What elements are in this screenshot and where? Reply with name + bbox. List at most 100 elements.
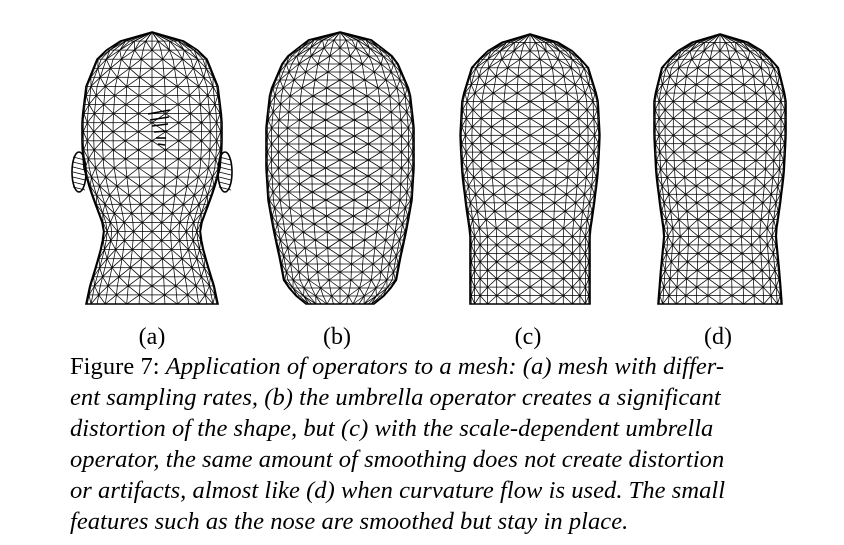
mesh-edge <box>113 167 128 178</box>
mesh-edge <box>117 67 130 78</box>
mesh-edge <box>407 167 413 177</box>
mesh-edge <box>465 151 474 161</box>
mesh-edge <box>539 59 542 68</box>
mesh-edge <box>174 68 177 78</box>
mesh-edge <box>461 126 466 136</box>
mesh-edge <box>147 109 171 115</box>
mesh-edge <box>481 59 489 69</box>
mesh-edge <box>129 59 132 69</box>
mesh-edge <box>516 101 531 111</box>
mesh-edge <box>127 186 130 196</box>
mesh-edge <box>563 219 565 229</box>
mesh-edge <box>385 231 396 241</box>
mesh-edge <box>325 135 341 145</box>
mesh-edge <box>289 207 302 217</box>
mesh-edge <box>491 126 504 136</box>
mesh-edge <box>325 95 341 105</box>
mesh-edge <box>513 42 520 52</box>
mesh-edge <box>572 286 581 296</box>
mesh-edge <box>88 104 95 114</box>
mesh-edge <box>306 263 319 273</box>
mesh-edge <box>579 126 589 136</box>
mesh-edge <box>325 159 341 169</box>
mesh-edge <box>179 231 187 241</box>
mesh-edge <box>140 59 142 69</box>
mesh-edge <box>216 131 222 141</box>
mesh-edge <box>87 104 90 114</box>
mesh-edge <box>503 101 517 111</box>
mesh-edge <box>317 63 329 73</box>
mesh-edge <box>367 183 381 193</box>
mesh-edge <box>479 219 487 229</box>
mesh-edge <box>298 135 312 145</box>
mesh-edge <box>683 50 691 60</box>
mesh-edge <box>208 104 210 114</box>
mesh-edge <box>368 135 382 145</box>
mesh-edge <box>329 55 341 65</box>
mesh-edge <box>571 67 581 77</box>
mesh-edge <box>183 267 186 277</box>
mesh-edge <box>579 244 586 254</box>
mesh-edge <box>104 204 109 214</box>
mesh-edge <box>279 103 282 113</box>
mesh-edge <box>279 63 287 73</box>
mesh-edge <box>189 213 194 223</box>
mesh-edge <box>408 119 413 129</box>
mesh-edge <box>311 167 326 177</box>
mesh-edge <box>406 183 412 193</box>
mesh-edge <box>564 202 576 212</box>
mesh-edge <box>99 176 107 187</box>
mesh-edge <box>107 285 117 296</box>
mesh-edge <box>193 49 199 60</box>
mesh-edge <box>138 131 153 142</box>
mesh-edge <box>529 84 544 94</box>
mesh-edge <box>495 219 497 229</box>
mesh-edge <box>124 113 139 124</box>
mesh-edge <box>325 183 341 193</box>
mesh-edge <box>209 77 214 87</box>
mesh-edge <box>351 71 365 81</box>
mesh-edge <box>276 239 279 249</box>
mesh-edge <box>312 199 314 209</box>
mesh-edge <box>492 177 505 187</box>
mesh-edge <box>376 231 386 241</box>
mesh-edge <box>128 185 140 196</box>
ear-mesh <box>71 151 87 193</box>
mesh-edge <box>311 287 317 297</box>
mesh-edge <box>310 39 323 49</box>
mesh-edge <box>198 167 209 178</box>
mesh-edge <box>162 49 170 60</box>
mesh-edge <box>408 127 413 137</box>
mesh-edge <box>389 199 401 209</box>
mesh-edge <box>339 231 354 241</box>
mesh-edge <box>553 50 559 60</box>
mesh-edge <box>175 177 178 187</box>
mesh-edge <box>181 258 193 268</box>
mesh-edge <box>273 199 276 209</box>
mesh-edge <box>279 63 284 73</box>
mesh-edge <box>164 185 176 196</box>
mesh-edge <box>93 131 103 142</box>
mesh-edge <box>365 87 368 97</box>
mesh-edge <box>320 287 324 297</box>
mesh-edge <box>139 176 153 187</box>
mesh-edge <box>271 167 279 177</box>
mesh-edge <box>472 101 483 111</box>
mesh-edge <box>110 213 115 223</box>
mesh-edge <box>315 231 328 241</box>
mesh-edge <box>199 249 206 259</box>
mesh-edge <box>363 295 377 305</box>
mesh-edge <box>302 231 305 241</box>
mesh-edge <box>299 119 312 129</box>
mesh-edge <box>278 167 289 177</box>
mesh-edge <box>543 101 557 111</box>
mesh-edge <box>200 204 208 214</box>
mesh-edge <box>214 104 217 114</box>
mesh-edge <box>99 204 104 214</box>
mesh-edge <box>188 167 191 178</box>
mesh-edge <box>317 55 321 65</box>
mesh-edge <box>311 127 326 137</box>
mesh-edge <box>207 185 211 196</box>
mesh-edge <box>299 183 313 193</box>
mesh-edge <box>105 177 108 187</box>
